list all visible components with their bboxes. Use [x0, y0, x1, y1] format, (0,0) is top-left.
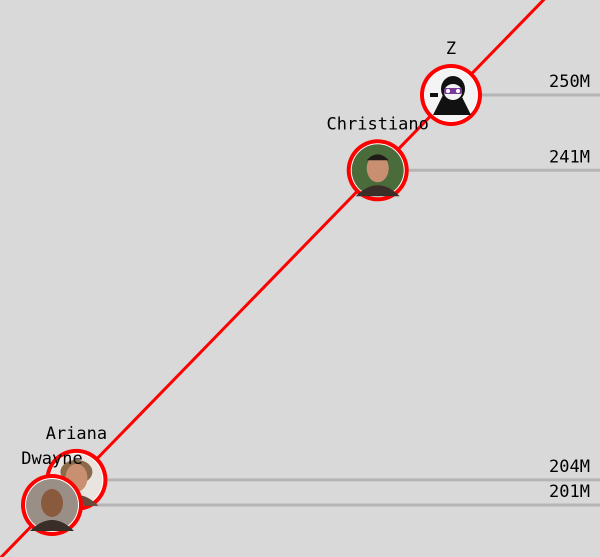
value-label: 250M — [549, 72, 590, 92]
cartoon-avatar-icon — [425, 69, 477, 121]
name-label: Z — [446, 39, 456, 59]
gridlines — [52, 93, 600, 507]
name-label: Christiano — [327, 114, 429, 134]
person-avatar-icon — [26, 479, 78, 531]
data-point — [21, 474, 83, 536]
name-label: Ariana — [46, 424, 107, 444]
markers: 250M Z 241M Christiano 204M Ariana 201M Dwayne — [21, 39, 590, 536]
value-label: 204M — [549, 457, 590, 477]
person-avatar-icon — [351, 144, 404, 197]
data-point — [420, 64, 482, 126]
name-label: Dwayne — [21, 449, 82, 469]
data-point — [346, 139, 409, 202]
value-label: 201M — [549, 482, 590, 502]
value-label: 241M — [549, 147, 590, 167]
